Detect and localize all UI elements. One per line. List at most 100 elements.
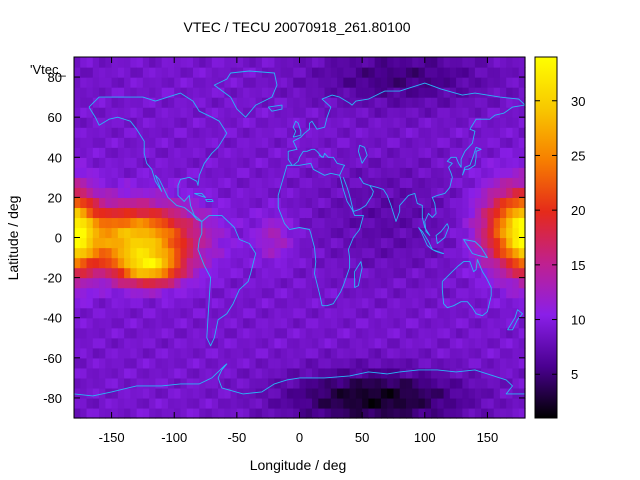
heatmap-cell xyxy=(418,197,426,209)
heatmap-cell xyxy=(312,207,319,219)
heatmap-cell xyxy=(337,377,344,389)
heatmap-cell xyxy=(355,217,363,229)
heatmap-cell xyxy=(474,347,482,359)
heatmap-cell xyxy=(312,67,319,78)
heatmap-cell xyxy=(431,67,438,78)
heatmap-cell xyxy=(117,407,125,419)
heatmap-cell xyxy=(349,97,357,108)
heatmap-cell xyxy=(117,207,125,219)
heatmap-cell xyxy=(274,397,282,409)
heatmap-cell xyxy=(243,227,250,239)
heatmap-cell xyxy=(387,227,395,239)
heatmap-cell xyxy=(243,107,250,118)
heatmap-cell xyxy=(280,57,288,68)
heatmap-cell xyxy=(299,77,307,88)
heatmap-cell xyxy=(92,317,100,329)
heatmap-cell xyxy=(243,87,250,98)
heatmap-cell xyxy=(499,167,507,178)
heatmap-cell xyxy=(330,377,338,389)
heatmap-cell xyxy=(105,177,113,188)
heatmap-cell xyxy=(343,87,351,98)
heatmap-cell xyxy=(330,67,338,78)
heatmap-cell xyxy=(111,327,119,339)
heatmap-cell xyxy=(130,287,138,299)
heatmap-cell xyxy=(499,187,507,198)
heatmap-cell xyxy=(487,257,495,269)
heatmap-cell xyxy=(443,147,451,158)
heatmap-cell xyxy=(174,247,182,259)
heatmap-cell xyxy=(474,57,482,68)
heatmap-cell xyxy=(405,87,413,98)
heatmap-cell xyxy=(180,57,188,68)
heatmap-cell xyxy=(211,237,219,249)
heatmap-cell xyxy=(399,77,407,88)
heatmap-cell xyxy=(337,337,344,349)
heatmap-cell xyxy=(456,387,463,399)
heatmap-cell xyxy=(305,207,313,219)
heatmap-cell xyxy=(74,347,81,359)
heatmap-cell xyxy=(205,387,213,399)
heatmap-cell xyxy=(418,157,426,168)
heatmap-cell xyxy=(193,317,200,329)
heatmap-cell xyxy=(355,87,363,98)
heatmap-cell xyxy=(368,217,376,229)
heatmap-cell xyxy=(343,267,351,279)
heatmap-cell xyxy=(268,177,276,188)
heatmap-cell xyxy=(130,227,138,239)
heatmap-cell xyxy=(355,177,363,188)
heatmap-cell xyxy=(487,277,495,289)
heatmap-cell xyxy=(199,267,207,279)
heatmap-cell xyxy=(330,197,338,209)
heatmap-cell xyxy=(399,337,407,349)
heatmap-cell xyxy=(230,377,238,389)
heatmap-cell xyxy=(324,237,332,249)
heatmap-cell xyxy=(261,97,269,108)
heatmap-cell xyxy=(512,387,520,399)
heatmap-cell xyxy=(193,197,200,209)
heatmap-cell xyxy=(236,287,244,299)
heatmap-cell xyxy=(418,247,426,259)
heatmap-cell xyxy=(180,107,188,118)
heatmap-cell xyxy=(405,377,413,389)
heatmap-cell xyxy=(474,167,482,178)
heatmap-cell xyxy=(86,227,94,239)
heatmap-cell xyxy=(431,157,438,168)
heatmap-cell xyxy=(86,137,94,148)
heatmap-cell xyxy=(506,287,514,299)
heatmap-cell xyxy=(155,357,163,369)
heatmap-cell xyxy=(418,357,426,369)
heatmap-cell xyxy=(249,67,257,78)
heatmap-cell xyxy=(393,127,401,138)
heatmap-cell xyxy=(268,227,276,239)
heatmap-cell xyxy=(343,327,351,339)
heatmap-cell xyxy=(105,317,113,329)
heatmap-cell xyxy=(124,407,131,419)
heatmap-cell xyxy=(186,97,194,108)
heatmap-cell xyxy=(193,227,200,239)
heatmap-cell xyxy=(474,127,482,138)
heatmap-cell xyxy=(174,197,182,209)
heatmap-cell xyxy=(243,247,250,259)
heatmap-cell xyxy=(449,397,457,409)
heatmap-cell xyxy=(92,277,100,289)
heatmap-cell xyxy=(161,297,169,309)
heatmap-cell xyxy=(117,307,125,319)
heatmap-cell xyxy=(330,307,338,319)
heatmap-cell xyxy=(349,157,357,168)
heatmap-cell xyxy=(337,67,344,78)
heatmap-cell xyxy=(368,97,376,108)
heatmap-cell xyxy=(387,207,395,219)
heatmap-cell xyxy=(174,387,182,399)
heatmap-cell xyxy=(274,157,282,168)
heatmap-cell xyxy=(299,387,307,399)
heatmap-cell xyxy=(274,77,282,88)
heatmap-cell xyxy=(499,207,507,219)
heatmap-cell xyxy=(249,87,257,98)
heatmap-cell xyxy=(405,57,413,68)
x-axis-ticks: -150 -100 -50 0 50 100 150 xyxy=(99,57,498,445)
heatmap-cell xyxy=(230,227,238,239)
heatmap-cell xyxy=(337,137,344,148)
heatmap-cell xyxy=(149,307,157,319)
heatmap-cell xyxy=(243,77,250,88)
heatmap-cell xyxy=(286,57,294,68)
